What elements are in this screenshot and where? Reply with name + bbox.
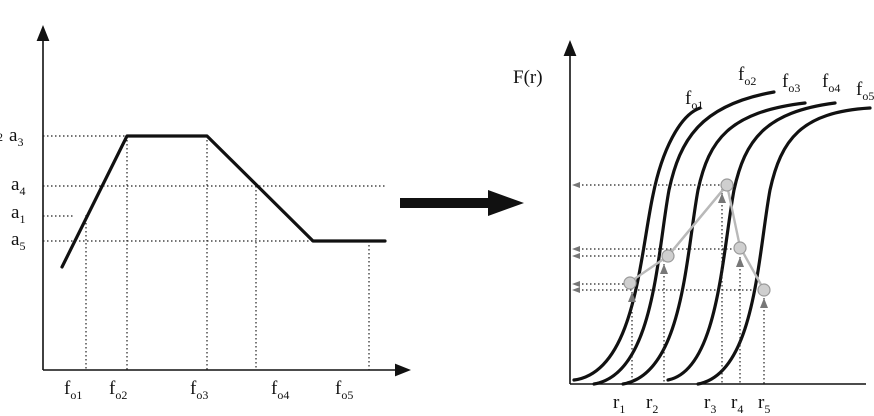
- left-profile-line: [60, 134, 387, 269]
- right-guide-arrowheads: [572, 182, 580, 293]
- node-r4: [733, 241, 747, 255]
- right-plot: F(r): [513, 40, 874, 416]
- left-x-label-fo4: fo4: [271, 378, 289, 402]
- right-curve-label-fo3: fo3: [782, 71, 800, 95]
- node-r1: [623, 276, 637, 290]
- right-x-label-r1: r1: [613, 392, 625, 416]
- left-y-label-a1: a1: [11, 202, 25, 226]
- left-vertical-guides: [85, 136, 370, 370]
- node-r3: [720, 178, 734, 192]
- right-x-label-r2: r2: [646, 392, 658, 416]
- left-x-label-fo2: fo2: [109, 378, 127, 402]
- curve-fo5: [696, 106, 872, 386]
- transform-arrow: [400, 190, 524, 216]
- left-horizontal-guides: [43, 135, 385, 242]
- right-nodes: [623, 178, 771, 297]
- right-curve-label-fo5: fo5: [856, 79, 874, 103]
- right-x-label-r3: r3: [704, 392, 716, 416]
- right-curve-label-fo1: fo1: [685, 88, 703, 112]
- left-x-label-fo1: fo1: [64, 378, 82, 402]
- right-curve-label-fo2: fo2: [738, 64, 756, 88]
- left-x-label-fo3: fo3: [190, 378, 208, 402]
- right-up-arrows: [628, 193, 768, 308]
- curve-fo1: [572, 106, 702, 382]
- curve-fo4: [666, 101, 837, 382]
- right-x-label-r5: r5: [758, 392, 770, 416]
- left-y-label-a5: a5: [11, 229, 25, 253]
- left-y-label-prefix: 2: [0, 130, 3, 144]
- left-x-label-fo5: fo5: [335, 378, 353, 402]
- node-r5: [757, 283, 771, 297]
- curve-fo3: [621, 101, 807, 386]
- left-y-label-a4: a4: [11, 174, 25, 198]
- left-plot: 2 a3 a4 a1 a5 fo1 fo2 fo3 fo4 fo5: [0, 25, 411, 402]
- right-x-label-r4: r4: [731, 392, 743, 416]
- right-horizontal-guides: [578, 184, 764, 291]
- left-y-label-a3: a3: [9, 125, 23, 149]
- node-r2: [661, 249, 675, 263]
- right-y-axis-title: F(r): [513, 67, 543, 88]
- right-curve-label-fo4: fo4: [822, 71, 840, 95]
